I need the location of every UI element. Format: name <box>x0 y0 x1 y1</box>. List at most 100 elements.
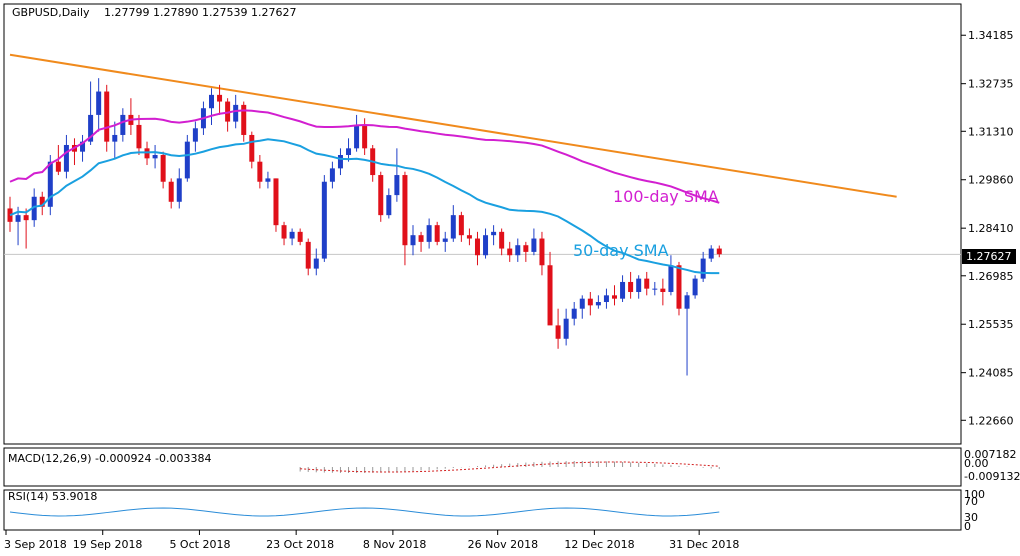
candle-body <box>579 298 585 309</box>
sma100-annotation: 100-day SMA <box>613 187 719 206</box>
candle-body <box>507 248 513 256</box>
macd-label: MACD(12,26,9) -0.000924 -0.003384 <box>8 452 211 465</box>
date-tick-label: 23 Oct 2018 <box>266 538 334 551</box>
candle-body <box>684 295 690 309</box>
candle-body <box>217 94 223 102</box>
candle-body <box>700 258 706 279</box>
candle-body <box>265 178 271 182</box>
candle-body <box>563 318 569 339</box>
candle-body <box>571 308 577 319</box>
candle-body <box>386 195 392 216</box>
candle-body <box>660 288 666 292</box>
candle-body <box>402 175 408 246</box>
macd-tick-label: -0.009132 <box>964 470 1020 483</box>
current-price-label: 1.27627 <box>966 250 1012 263</box>
candle-body <box>644 278 650 289</box>
candle-body <box>47 161 53 207</box>
candle-body <box>39 196 45 207</box>
candle-body <box>313 258 319 269</box>
price-tick-label: 1.32735 <box>968 78 1014 91</box>
candle-body <box>63 144 69 172</box>
sma100-line <box>9 109 720 204</box>
sma50-annotation: 50-day SMA <box>573 241 669 260</box>
candle-body <box>104 91 110 142</box>
candle-body <box>491 231 497 236</box>
candle-body <box>289 231 295 239</box>
candle-body <box>636 278 642 292</box>
candle-body <box>612 295 617 299</box>
candle-body <box>515 245 521 256</box>
candle-body <box>426 225 432 242</box>
candle-body <box>499 231 505 249</box>
candle-body <box>410 235 416 246</box>
candle-body <box>362 124 368 149</box>
candle-body <box>378 175 384 216</box>
candle-body <box>603 295 609 303</box>
candle-body <box>483 235 489 256</box>
candle-body <box>281 225 287 239</box>
candle-body <box>176 178 182 202</box>
rsi-tick-label: 100 <box>964 488 985 501</box>
macd-panel <box>3 447 962 487</box>
resistance-trendline <box>9 53 897 198</box>
candle-body <box>321 181 327 259</box>
candle-body <box>692 278 698 296</box>
candle-body <box>531 238 537 252</box>
candle-body <box>354 124 360 149</box>
rsi-line <box>9 507 720 517</box>
candle-body <box>273 178 279 226</box>
candle-body <box>168 181 174 202</box>
candle-body <box>31 196 37 221</box>
sma50-line <box>9 138 720 275</box>
price-tick-label: 1.22660 <box>968 414 1014 427</box>
candle-body <box>539 238 545 266</box>
candle-body <box>112 134 118 142</box>
candle-body <box>136 124 142 149</box>
candle-body <box>555 325 561 339</box>
macd-signal-line <box>300 461 720 473</box>
candle-body <box>418 235 424 242</box>
candle-body <box>523 245 529 252</box>
price-tick-label: 1.25535 <box>968 318 1014 331</box>
candle-body <box>257 161 263 182</box>
candle-body <box>442 238 448 242</box>
candle-body <box>249 134 255 162</box>
candle-body <box>620 281 626 299</box>
candle-body <box>668 265 674 292</box>
price-tick-label: 1.29860 <box>968 174 1014 187</box>
candle-body <box>88 114 94 142</box>
candle-body <box>676 265 682 309</box>
rsi-tick-label: 30 <box>964 511 978 524</box>
candle-body <box>209 94 214 109</box>
candle-body <box>297 231 303 242</box>
candle-body <box>466 235 472 239</box>
candle-body <box>192 128 198 142</box>
main-panel <box>3 3 962 445</box>
candle-body <box>587 298 593 306</box>
date-tick-label: 31 Dec 2018 <box>669 538 739 551</box>
candle-body <box>450 215 456 239</box>
candle-body <box>241 104 247 135</box>
price-tick-label: 1.26985 <box>968 270 1014 283</box>
symbol-text: GBPUSD,Daily <box>12 6 90 19</box>
candle-body <box>547 265 553 326</box>
current-price-marker: 1.27627 <box>962 249 1016 264</box>
date-tick-label: 26 Nov 2018 <box>468 538 538 551</box>
candle-body <box>716 248 722 255</box>
candle-body <box>144 148 150 159</box>
candle-body <box>184 141 190 179</box>
date-tick-label: 5 Oct 2018 <box>169 538 230 551</box>
candle-body <box>152 155 158 159</box>
date-tick-label: 12 Dec 2018 <box>564 538 634 551</box>
price-tick-label: 1.31310 <box>968 125 1014 138</box>
candle-body <box>96 91 102 115</box>
candle-body <box>15 215 21 222</box>
rsi-tick-label: 70 <box>964 495 978 508</box>
candle-body <box>652 288 658 290</box>
date-tick-label: 19 Sep 2018 <box>73 538 143 551</box>
rsi-label: RSI(14) 53.9018 <box>8 490 97 503</box>
candle-body <box>305 241 311 269</box>
candle-body <box>80 141 86 152</box>
candle-body <box>55 161 61 172</box>
candle-body <box>434 225 440 242</box>
